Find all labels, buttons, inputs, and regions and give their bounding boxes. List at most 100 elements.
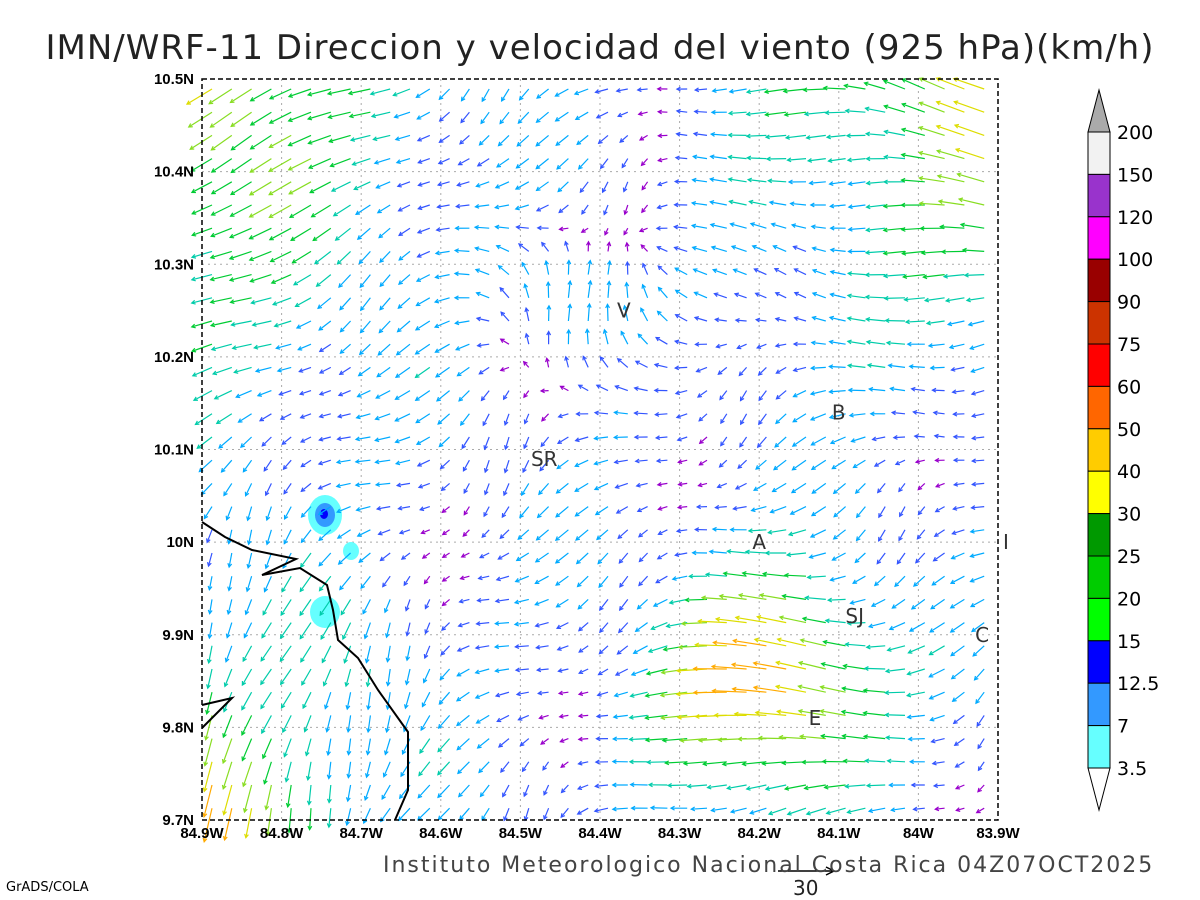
wind-arrow xyxy=(936,174,965,183)
wind-arrow xyxy=(437,158,450,165)
wind-arrow xyxy=(674,289,688,299)
wind-arrow xyxy=(957,197,985,206)
wind-arrow xyxy=(397,297,411,309)
wind-arrow xyxy=(579,181,589,194)
wind-arrow xyxy=(792,390,807,398)
wind-arrow xyxy=(927,343,945,348)
wind-arrow xyxy=(799,734,826,740)
wind-arrow xyxy=(865,204,886,210)
wind-arrow xyxy=(844,642,866,647)
colorbar-swatch xyxy=(1087,597,1111,642)
wind-arrow xyxy=(335,506,351,514)
wind-arrow xyxy=(883,129,906,136)
wind-arrow xyxy=(903,296,925,302)
wind-arrow xyxy=(719,390,728,401)
wind-arrow xyxy=(711,88,727,93)
wind-arrow xyxy=(456,181,470,187)
wind-arrow xyxy=(554,111,569,122)
wind-arrow xyxy=(953,123,985,136)
wind-arrow xyxy=(233,366,252,374)
wind-arrow xyxy=(497,134,510,147)
wind-arrow xyxy=(622,181,629,193)
wind-arrow xyxy=(574,436,589,443)
wind-arrow xyxy=(309,181,332,194)
wind-arrow xyxy=(633,434,648,440)
wind-arrow xyxy=(317,482,332,490)
wind-arrow xyxy=(969,528,985,534)
wind-arrow xyxy=(841,733,866,740)
wind-arrow xyxy=(189,134,213,150)
wind-arrow xyxy=(437,715,451,729)
wind-arrow xyxy=(714,317,727,323)
wind-arrow xyxy=(761,761,787,766)
wind-arrow xyxy=(439,668,451,681)
wind-arrow xyxy=(673,179,688,185)
wind-arrow xyxy=(513,598,529,605)
wind-arrow xyxy=(327,111,351,120)
wind-arrow xyxy=(403,575,411,587)
wind-arrow xyxy=(764,550,787,556)
wind-arrow xyxy=(828,181,846,187)
wind-arrow xyxy=(209,297,232,305)
wind-arrow xyxy=(276,366,292,373)
lon-tick-label: 84W xyxy=(903,825,935,842)
wind-arrow xyxy=(437,807,451,821)
wind-arrow xyxy=(674,267,688,276)
wind-arrow xyxy=(421,552,431,559)
wind-arrow xyxy=(279,622,292,640)
wind-arrow xyxy=(575,411,589,417)
wind-arrow xyxy=(810,506,827,517)
wind-arrow xyxy=(718,459,728,468)
wind-arrow xyxy=(611,782,628,788)
wind-arrow xyxy=(424,622,431,635)
wind-arrow xyxy=(475,291,490,299)
wind-arrow xyxy=(963,272,985,278)
wind-arrow xyxy=(263,575,272,593)
wind-arrow xyxy=(977,784,985,793)
wind-arrow xyxy=(265,808,272,837)
wind-arrow xyxy=(558,204,569,214)
wind-arrow xyxy=(949,598,965,609)
wind-arrow xyxy=(556,158,569,170)
wind-arrow xyxy=(415,413,431,424)
wind-arrow xyxy=(828,339,846,345)
wind-arrow xyxy=(433,297,450,304)
wind-arrow xyxy=(228,274,252,282)
wind-arrow xyxy=(261,622,272,639)
wind-arrow xyxy=(554,529,569,541)
wind-arrow xyxy=(617,111,629,118)
wind-arrow xyxy=(555,598,569,608)
wind-arrow xyxy=(615,506,629,514)
wind-arrow xyxy=(475,714,490,724)
wind-arrow xyxy=(454,343,470,351)
wind-arrow xyxy=(680,621,708,627)
lat-tick-label: 9.8N xyxy=(162,719,194,736)
wind-arrow xyxy=(502,784,510,798)
wind-arrow xyxy=(819,685,846,693)
wind-arrow xyxy=(803,111,826,117)
wind-arrow xyxy=(523,808,530,822)
wind-arrow xyxy=(686,783,708,789)
wind-arrow xyxy=(754,292,767,299)
wind-arrow xyxy=(517,714,530,721)
wind-arrow xyxy=(245,576,253,593)
wind-arrow xyxy=(415,297,431,307)
wind-arrow xyxy=(772,459,787,471)
wind-arrow xyxy=(539,459,550,472)
wind-arrow xyxy=(714,504,727,510)
wind-arrow xyxy=(730,245,747,252)
colorbar-label: 75 xyxy=(1117,334,1141,356)
wind-arrow xyxy=(931,760,945,766)
wind-arrow xyxy=(975,691,985,705)
wind-arrow xyxy=(928,668,945,678)
wind-arrow xyxy=(673,202,688,208)
wind-arrow xyxy=(657,529,668,536)
wind-arrow xyxy=(456,668,470,677)
wind-arrow xyxy=(718,593,747,600)
wind-arrow xyxy=(833,506,846,518)
wind-arrow xyxy=(242,784,253,814)
wind-arrow xyxy=(917,482,926,491)
wind-arrow xyxy=(753,268,767,276)
wind-arrow xyxy=(918,176,945,183)
wind-arrow xyxy=(657,265,668,276)
